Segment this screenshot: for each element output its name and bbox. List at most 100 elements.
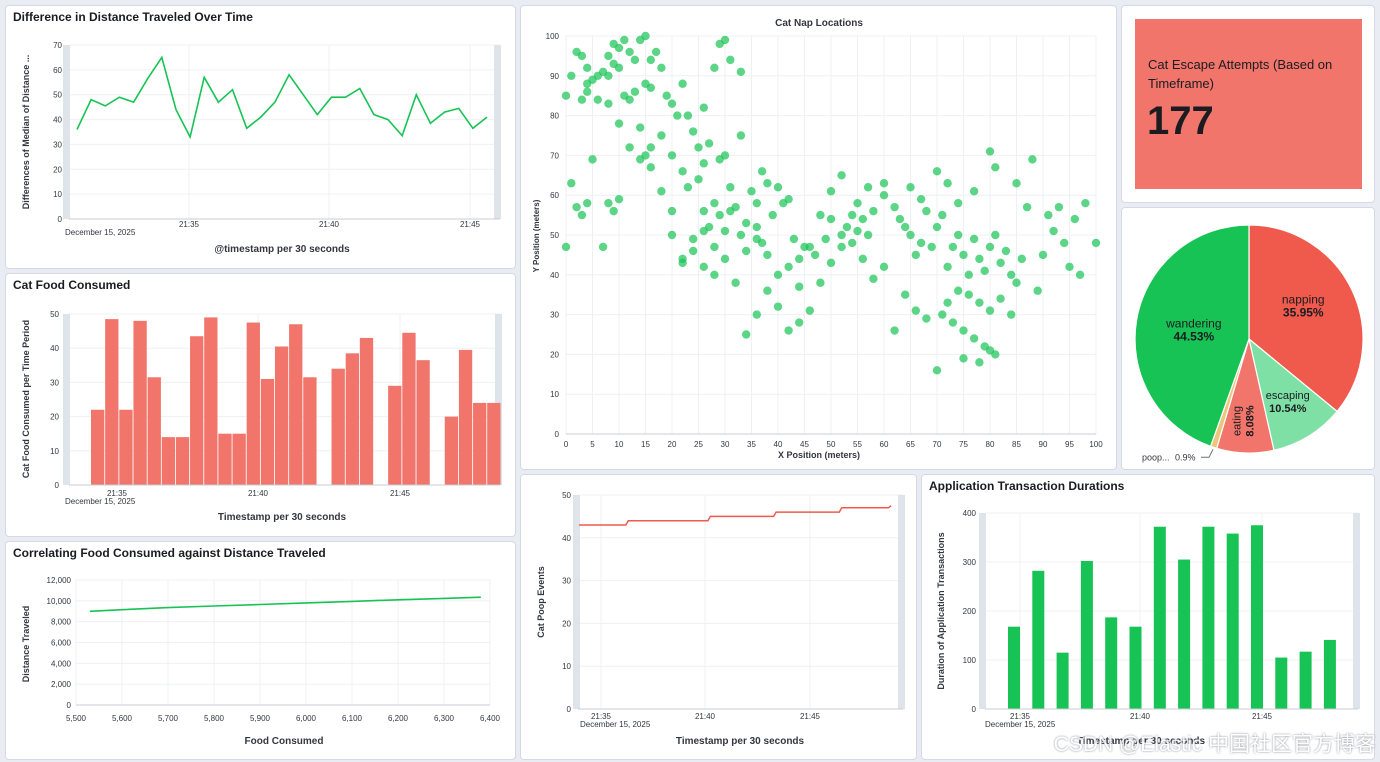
nap-point: [710, 242, 719, 252]
nap-point: [969, 187, 979, 196]
nap-point: [604, 71, 613, 81]
y-tick-label: 0: [972, 705, 977, 714]
nap-point: [890, 202, 899, 212]
y-tick-label: 80: [550, 112, 559, 121]
poop-series-line: [579, 505, 892, 526]
pie-slice-napping: [1248, 224, 1364, 413]
y-axis-title: Distance Traveled: [21, 606, 31, 683]
nap-point: [991, 230, 1000, 240]
nap-point: [720, 151, 730, 160]
x-axis-title: Food Consumed: [245, 736, 324, 747]
nap-point: [821, 234, 830, 244]
transaction-bar: [1251, 525, 1263, 709]
food-bar: [331, 368, 345, 485]
y-tick-label: 40: [550, 271, 559, 280]
nap-point: [577, 210, 587, 220]
nap-point: [1070, 214, 1079, 224]
transaction-bar: [1178, 559, 1191, 709]
panel-title: Correlating Food Consumed against Distan…: [13, 546, 326, 560]
nap-point: [985, 306, 995, 315]
food-bar: [345, 353, 359, 485]
nap-point: [752, 234, 761, 244]
nap-point: [598, 242, 608, 252]
nap-point: [720, 35, 730, 45]
nap-point: [996, 294, 1005, 303]
x-tick-label: 21:45: [460, 220, 481, 229]
nap-point: [869, 206, 878, 216]
nap-point: [1065, 262, 1074, 272]
nap-point: [959, 326, 968, 335]
nap-point: [805, 242, 814, 252]
nap-point: [699, 226, 708, 236]
x-tick-label: 40: [774, 440, 783, 449]
nap-point: [901, 222, 910, 232]
distance-panel: Difference in Distance Traveled Over Tim…: [5, 5, 516, 269]
nap-point: [731, 202, 740, 212]
nap-point: [895, 214, 905, 224]
x-tick-label: 25: [694, 440, 703, 449]
transaction-bar: [1323, 639, 1336, 709]
nap-point: [784, 326, 793, 335]
nap-point: [922, 314, 931, 323]
x-tick-label: 85: [1012, 440, 1021, 449]
nap-point: [826, 214, 836, 224]
x-tick-label: 21:35: [591, 712, 612, 721]
nap-point: [736, 230, 746, 240]
nap-point: [975, 358, 984, 367]
x-tick-label: 6,400: [480, 714, 501, 723]
nap-point: [620, 91, 629, 100]
nap-point: [975, 298, 984, 307]
nap-point: [938, 310, 947, 319]
nap-point: [636, 123, 645, 132]
y-tick-label: 0: [555, 430, 560, 439]
poop-panel: 0 10 20 30 40 50 21:35 21:40 21:45 December 15, 2…: [520, 474, 917, 760]
nap-point: [630, 55, 640, 65]
nap-point: [1033, 286, 1042, 295]
pie-value-escaping: 10.54%: [1269, 403, 1307, 415]
nap-point: [879, 191, 889, 200]
x-tick-label: 20: [668, 440, 677, 449]
nap-point: [789, 234, 799, 244]
nap-point: [795, 318, 804, 327]
y-tick-label: 8,000: [51, 618, 72, 627]
y-tick-label: 100: [546, 32, 560, 41]
nap-point: [726, 183, 735, 192]
nap-point: [1049, 226, 1058, 236]
x-tick-label: 21:40: [1130, 712, 1151, 721]
nap-point: [879, 179, 889, 188]
nap-point: [583, 87, 592, 96]
x-tick-label: 5,600: [112, 714, 133, 723]
nap-point: [641, 31, 650, 41]
x-tick-label: 65: [906, 440, 915, 449]
x-tick-label: 75: [959, 440, 968, 449]
nap-point: [985, 147, 995, 156]
nap-point: [1022, 202, 1032, 212]
nap-point: [906, 230, 915, 240]
food-bar: [91, 409, 105, 485]
nap-point: [704, 139, 714, 148]
nap-point: [816, 210, 825, 220]
nap-point: [959, 354, 968, 363]
y-tick-label: 50: [53, 91, 62, 100]
x-tick-label: 100: [1089, 440, 1103, 449]
nap-point: [964, 290, 973, 299]
nap-point: [726, 55, 735, 65]
y-tick-label: 30: [53, 140, 62, 149]
nap-point: [752, 198, 761, 208]
x-tick-label: 5: [590, 440, 595, 449]
nap-point: [1012, 278, 1021, 287]
nap-point: [938, 210, 947, 220]
transaction-bar: [1299, 651, 1312, 709]
x-tick-label: 45: [800, 440, 809, 449]
correlation-panel: Correlating Food Consumed against Distan…: [5, 541, 516, 760]
x-tick-label: 21:40: [695, 712, 716, 721]
x-axis-title: X Position (meters): [778, 450, 860, 460]
y-tick-label: 60: [53, 66, 62, 75]
x-tick-label: 6,100: [342, 714, 363, 723]
nap-point: [911, 250, 920, 260]
food-bar: [119, 409, 133, 485]
food-bar: [147, 377, 161, 485]
nap-point: [816, 278, 825, 287]
x-tick-label: 21:45: [390, 489, 411, 498]
